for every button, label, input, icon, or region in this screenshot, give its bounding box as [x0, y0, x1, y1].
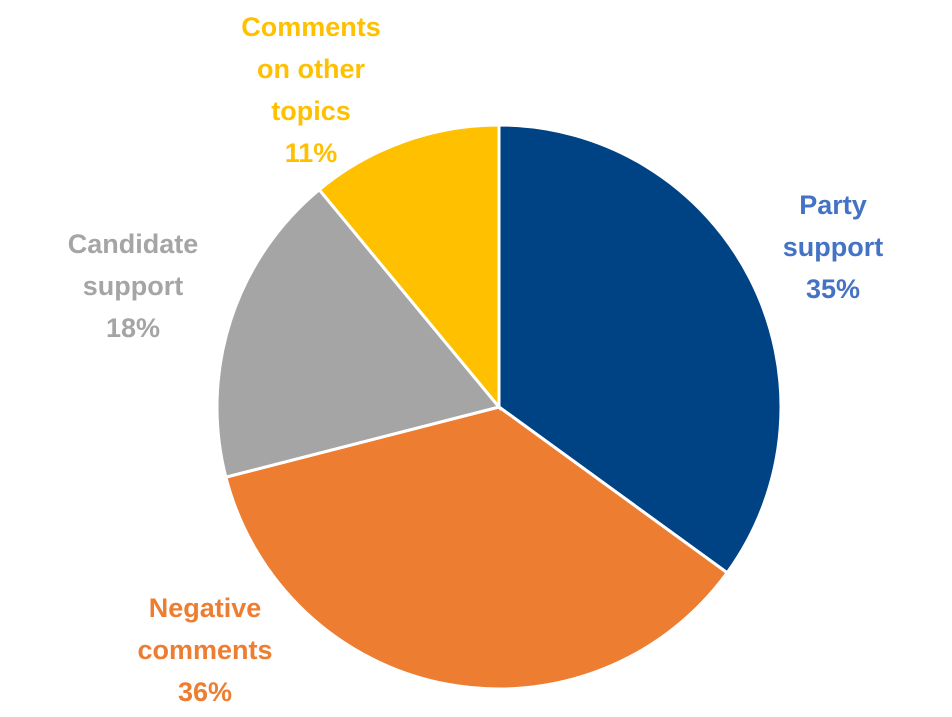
value-label: 11% [284, 138, 338, 168]
pie-slice [317, 123, 501, 412]
pie-slice [215, 187, 502, 479]
value-label: 18% [105, 313, 161, 343]
category-label: Comments on other topics [241, 12, 381, 126]
slice-label: Negative comments 36% [118, 587, 293, 713]
pie-slice [224, 405, 730, 691]
value-label: 36% [177, 677, 233, 707]
slice-label: Party support 35% [771, 184, 896, 310]
slice-label: Comments on other topics 11% [229, 6, 394, 174]
value-label: 35% [805, 274, 861, 304]
pie-slice [497, 123, 783, 575]
category-label: Candidate support [67, 229, 199, 301]
category-label: Negative comments [137, 593, 273, 665]
category-label: Party support [782, 190, 884, 262]
slice-label: Candidate support 18% [51, 223, 216, 349]
